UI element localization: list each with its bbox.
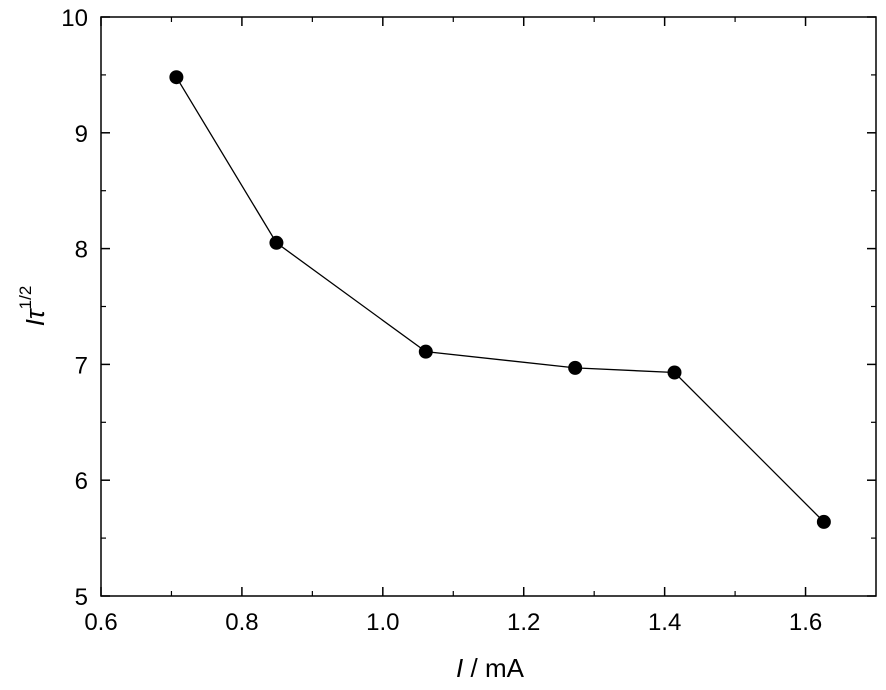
- data-point: [568, 360, 583, 375]
- y-tick-label: 7: [75, 352, 88, 379]
- y-tick-label: 5: [75, 584, 88, 611]
- y-axis-label-var: I: [20, 319, 50, 326]
- x-tick-label: 1.6: [789, 609, 822, 636]
- y-tick-label: 9: [75, 121, 88, 148]
- x-tick-label: 0.6: [84, 609, 117, 636]
- y-axis-label-sym: τ: [20, 307, 50, 319]
- y-tick-label: 6: [75, 468, 88, 495]
- data-point: [269, 235, 284, 250]
- x-tick-label: 1.2: [507, 609, 540, 636]
- series-line: [175, 76, 825, 523]
- y-tick-label: 10: [61, 5, 88, 32]
- plot-frame: [100, 16, 877, 597]
- data-point: [816, 514, 831, 529]
- data-point: [169, 70, 184, 85]
- ticks-layer: 0.6 0.8 1.0 1.2 1.4 1.6 5 6 7 8 9 10: [61, 5, 876, 636]
- y-axis-label: Iτ1/2: [16, 286, 50, 327]
- data-point: [418, 344, 433, 359]
- x-tick-label: 0.8: [225, 609, 258, 636]
- x-axis-label: I / mA: [456, 653, 525, 683]
- x-tick-label: 1.0: [366, 609, 399, 636]
- x-axis-label-var: I: [456, 653, 463, 683]
- series-layer: [169, 70, 831, 529]
- data-point: [667, 365, 682, 380]
- x-axis-label-unit: / mA: [463, 653, 524, 683]
- x-tick-label: 1.4: [648, 609, 681, 636]
- y-axis-label-exp: 1/2: [16, 286, 35, 310]
- y-tick-label: 8: [75, 237, 88, 264]
